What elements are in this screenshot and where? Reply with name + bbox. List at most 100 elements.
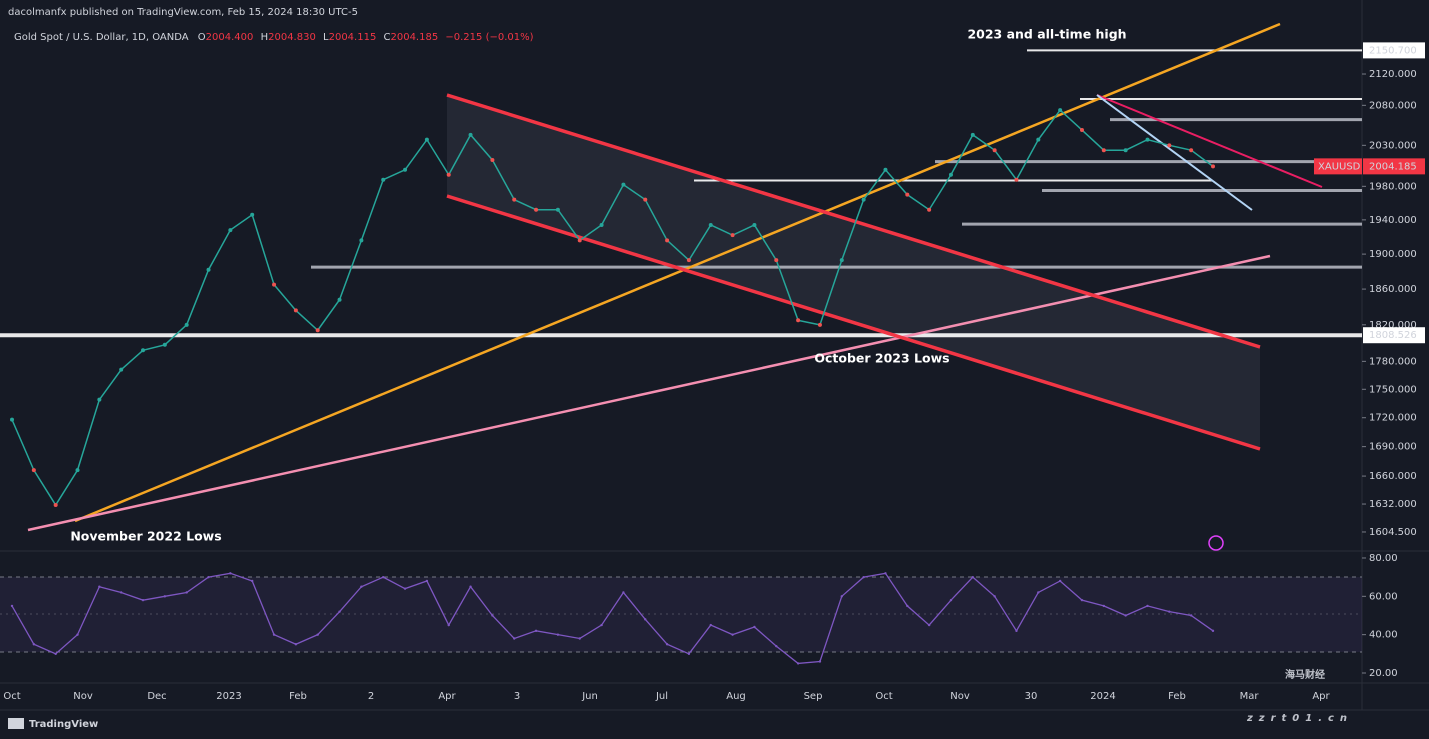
x-tick-label: 30 (1025, 691, 1038, 702)
rsi-point (141, 598, 145, 602)
close-label: C (384, 32, 391, 43)
rsi-point (818, 660, 822, 663)
rsi-point (54, 652, 57, 656)
publisher: dacolmanfx published on TradingView.com,… (8, 7, 358, 18)
low: 2004.115 (329, 32, 377, 43)
price-point (643, 197, 648, 202)
rsi-point (1146, 604, 1149, 608)
price-label-box (1363, 327, 1425, 344)
rsi-point (687, 652, 691, 656)
rsi-point (1080, 598, 1084, 602)
rsi-point (360, 585, 363, 588)
price-point (861, 197, 866, 202)
price-point (1058, 108, 1063, 113)
rsi-tick-label: 40.00 (1369, 630, 1398, 641)
price-point (905, 192, 910, 197)
rsi-point (622, 591, 625, 594)
rsi-point (993, 595, 996, 598)
rsi-point (1189, 614, 1193, 617)
price-point (468, 132, 473, 137)
price-point (534, 207, 539, 212)
rsi-point (600, 623, 603, 627)
y-tick-label: 1820.000 (1369, 320, 1417, 331)
rsi-point (775, 644, 778, 648)
rsi-point (884, 572, 887, 575)
y-tick-label: 2030.000 (1369, 140, 1417, 151)
annotation: November 2022 Lows (70, 529, 221, 544)
price-point (424, 137, 429, 142)
x-tick-label: 2023 (216, 691, 241, 702)
price-point (162, 342, 167, 347)
high-label: H (261, 32, 269, 43)
rsi-point (840, 595, 843, 598)
price-point (446, 172, 451, 177)
y-tick-label: 1632.000 (1369, 499, 1417, 510)
rsi-tick-label: 20.00 (1369, 668, 1398, 679)
y-tick-label: 1980.000 (1369, 181, 1417, 192)
price-point (1167, 143, 1172, 148)
price-label: 1808.526 (1369, 330, 1417, 341)
rsi-point (251, 579, 254, 583)
rsi-point (10, 604, 14, 608)
price-point (1079, 128, 1084, 133)
x-tick-label: Nov (73, 691, 93, 702)
x-tick-label: 2 (368, 691, 374, 702)
rsi-point (971, 575, 974, 579)
price-point (31, 468, 36, 473)
rsi-point (513, 637, 516, 640)
price-label-box (1363, 158, 1425, 175)
rsi-point (1211, 629, 1215, 633)
rsi-point (294, 643, 298, 646)
rsi-point (1168, 610, 1171, 613)
x-tick-label: Nov (950, 691, 970, 702)
event-icon[interactable] (1208, 535, 1224, 551)
x-tick-label: Dec (147, 691, 166, 702)
price-point (512, 197, 517, 202)
y-tick-label: 2120.000 (1369, 69, 1417, 80)
price-point (1189, 148, 1194, 153)
symbol-label-box (1314, 158, 1362, 175)
symbol-line: Gold Spot / U.S. Dollar, 1D, OANDA O2004… (14, 32, 534, 43)
rsi-point (272, 633, 276, 636)
watermark-site: zzrt01.cn (1246, 713, 1353, 724)
price-point (119, 367, 124, 372)
open-label: O (198, 32, 206, 43)
price-point (403, 167, 408, 172)
rsi-point (644, 618, 647, 621)
rsi-point (425, 579, 429, 583)
y-tick-label: 2080.000 (1369, 100, 1417, 111)
channel-top (446, 93, 1261, 349)
price-label: 2004.185 (1369, 161, 1417, 172)
rsi-point (949, 598, 953, 602)
price-point (817, 322, 822, 327)
high: 2004.830 (268, 32, 316, 43)
x-tick-label: Apr (438, 691, 456, 702)
rsi-point (447, 623, 450, 627)
rsi-point (753, 625, 756, 629)
price-point (665, 238, 670, 243)
rsi-point (927, 623, 931, 627)
price-point (948, 172, 953, 177)
price-point (490, 157, 495, 162)
y-tick-label: 1720.000 (1369, 413, 1417, 424)
rsi-point (556, 633, 560, 636)
y-tick-label: 1660.000 (1369, 471, 1417, 482)
price-point (621, 182, 626, 187)
price-point (272, 282, 277, 287)
rsi-point (1102, 604, 1106, 608)
price-point (359, 238, 364, 243)
rsi-point (665, 643, 669, 646)
trendline-orange (74, 22, 1281, 523)
price-point (686, 258, 691, 263)
y-tick-label: 1860.000 (1369, 284, 1417, 295)
rsi-point (403, 587, 407, 590)
price-point (75, 468, 80, 473)
price-point (774, 258, 779, 263)
x-tick-label: Aug (726, 691, 746, 702)
price-point (228, 228, 233, 233)
rsi-point (119, 591, 123, 594)
rsi-point (1037, 591, 1040, 594)
price-point (381, 177, 386, 182)
x-tick-label: Mar (1240, 691, 1260, 702)
